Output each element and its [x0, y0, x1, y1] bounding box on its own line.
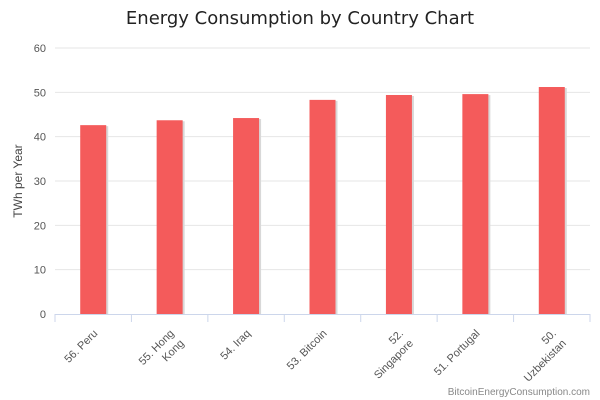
x-axis-labels: 56. Peru 55. HongKong 54. Iraq 53. Bitcoin 5…	[62, 328, 568, 385]
bar[interactable]	[462, 94, 489, 315]
y-tick-label: 20	[34, 220, 46, 232]
chart-title: Energy Consumption by Country Chart	[126, 8, 474, 29]
bar[interactable]	[233, 118, 260, 315]
x-tick-label: 56. Peru	[62, 328, 100, 366]
bar[interactable]	[309, 99, 336, 315]
bar[interactable]	[156, 120, 183, 314]
bar[interactable]	[538, 87, 565, 314]
y-axis-title: TWh per Year	[11, 144, 25, 217]
x-tick-label-line: 53. Bitcoin	[285, 328, 330, 373]
y-tick-label: 40	[34, 132, 46, 144]
x-tick-label-line: 54. Iraq	[218, 328, 253, 363]
y-tick-label: 30	[34, 176, 46, 188]
x-tick-label: 52.Singapore	[362, 328, 416, 382]
x-axis-tick-marks	[54, 314, 591, 322]
x-tick-label: 50.Uzbekistan	[512, 328, 569, 385]
y-tick-label: 60	[34, 43, 46, 55]
credit-text[interactable]: BitcoinEnergyConsumption.com	[448, 387, 590, 398]
x-tick-label: 54. Iraq	[218, 328, 253, 363]
x-tick-label: 55. HongKong	[137, 328, 187, 378]
bar[interactable]	[80, 125, 107, 314]
y-tick-label: 10	[34, 265, 46, 277]
x-tick-label-line: 51. Portugal	[432, 328, 482, 378]
x-tick-label-line: 56. Peru	[62, 328, 100, 366]
x-tick-label: 53. Bitcoin	[285, 328, 330, 373]
y-tick-label: 0	[40, 309, 46, 321]
x-tick-label: 51. Portugal	[432, 328, 482, 378]
y-tick-label: 50	[34, 87, 46, 99]
y-axis-ticks: 0 10 20 30 40 50 60	[34, 43, 46, 321]
bar[interactable]	[385, 94, 412, 314]
bars	[80, 87, 567, 315]
